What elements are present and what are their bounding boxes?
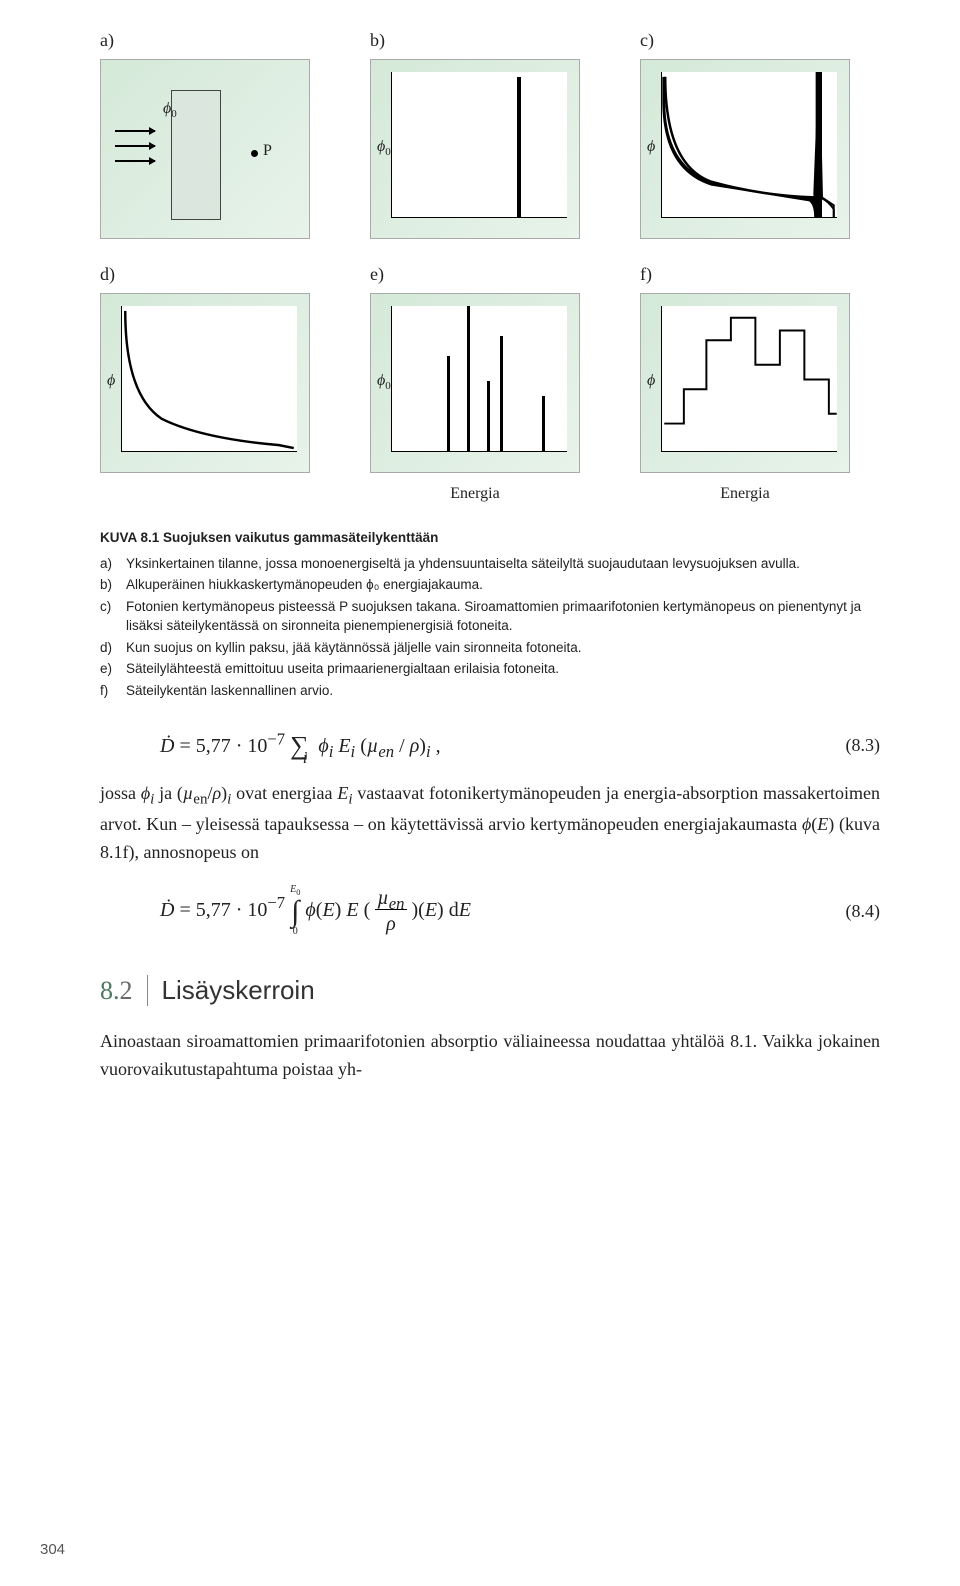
phi-symbol: ϕ: [647, 138, 655, 155]
phi-sub: 0: [385, 146, 391, 158]
spike: [447, 356, 450, 451]
panel-a-label: a): [100, 30, 340, 51]
page-number: 304: [40, 1541, 65, 1558]
caption-text: Säteilykentän laskennallinen arvio.: [126, 681, 333, 701]
panel-d-axes: [121, 306, 297, 452]
eq-84-number: (8.4): [846, 901, 881, 922]
caption-marker: b): [100, 575, 126, 595]
equation-8-3: Ḋ = 5,77 · 10−7 ∑i ϕi Ei (µen / ρ)i , (8…: [160, 729, 880, 762]
body-paragraph-1: jossa ϕi ja (µen/ρ)i ovat energiaa Ei va…: [100, 780, 880, 868]
axis-labels: Energia Energia: [100, 485, 880, 503]
panel-b-label: b): [370, 30, 610, 51]
panel-c-wrap: c) ϕ: [640, 30, 880, 239]
panel-c-axes: [661, 72, 837, 218]
section-num-main: 8.: [100, 976, 120, 1005]
eq-83-body: Ḋ = 5,77 · 10−7 ∑i ϕi Ei (µen / ρ)i ,: [160, 729, 441, 762]
p1-b: ovat energiaa: [231, 783, 337, 803]
caption-item: f)Säteilykentän laskennallinen arvio.: [100, 681, 880, 701]
phi-label: ϕ: [647, 138, 655, 156]
caption-marker: e): [100, 659, 126, 679]
equation-8-4: Ḋ = 5,77 · 10−7 E0 ∫ 0 ϕ(E) E ( µen ρ )(…: [160, 885, 880, 937]
axis-label-f: Energia: [640, 485, 850, 503]
shield-slab: [171, 90, 221, 220]
section-title: Lisäyskerroin: [147, 975, 315, 1006]
point-p-label: P: [263, 142, 272, 160]
phi-symbol: ϕ: [647, 372, 655, 389]
arrow-icon: [115, 130, 155, 132]
spike: [542, 396, 545, 451]
eq-83-number: (8.3): [846, 735, 881, 756]
point-p-dot: [251, 150, 258, 157]
caption-list: a)Yksinkertainen tilanne, jossa monoener…: [100, 554, 880, 701]
caption-marker: c): [100, 597, 126, 636]
panel-a: P ϕ0: [100, 59, 310, 239]
spike: [517, 77, 521, 217]
caption-item: a)Yksinkertainen tilanne, jossa monoener…: [100, 554, 880, 574]
panel-f-wrap: f) ϕ: [640, 264, 880, 473]
spike: [467, 306, 470, 451]
section-8-2-heading: 8.2 Lisäyskerroin: [100, 975, 880, 1006]
p1-a: jossa: [100, 783, 141, 803]
phi-label: ϕ0: [377, 138, 391, 158]
panel-c-label: c): [640, 30, 880, 51]
arrow-icon: [115, 160, 155, 162]
caption-item: d)Kun suojus on kyllin paksu, jää käytän…: [100, 638, 880, 658]
spike: [500, 336, 503, 451]
phi-label: ϕ: [647, 372, 655, 390]
caption-text: Fotonien kertymänopeus pisteessä P suoju…: [126, 597, 880, 636]
caption-item: b)Alkuperäinen hiukkaskertymänopeuden ϕ₀…: [100, 575, 880, 595]
phi-label: ϕ: [107, 372, 115, 390]
arrow-icon: [115, 145, 155, 147]
caption-text: Yksinkertainen tilanne, jossa monoenergi…: [126, 554, 800, 574]
caption-text: Kun suojus on kyllin paksu, jää käytännö…: [126, 638, 582, 658]
spike: [487, 381, 490, 451]
panel-f: ϕ: [640, 293, 850, 473]
section-num-sub: 2: [120, 976, 133, 1005]
section-number: 8.2: [100, 976, 133, 1006]
panel-e-label: e): [370, 264, 610, 285]
phi-label: ϕ0: [377, 372, 391, 392]
caption-text: Alkuperäinen hiukkaskertymänopeuden ϕ₀ e…: [126, 575, 483, 595]
panel-a-wrap: a) P ϕ0: [100, 30, 340, 239]
panel-f-axes: [661, 306, 837, 452]
panel-e-axes: [391, 306, 567, 452]
panel-e: ϕ0: [370, 293, 580, 473]
panel-b: ϕ0: [370, 59, 580, 239]
panel-f-label: f): [640, 264, 880, 285]
section-8-2-body: Ainoastaan siroamattomien primaarifotoni…: [100, 1028, 880, 1084]
panel-b-axes: [391, 72, 567, 218]
figure-title: KUVA 8.1 Suojuksen vaikutus gammasäteily…: [100, 530, 438, 545]
curve-c: [662, 72, 837, 217]
phi-sub: 0: [171, 108, 177, 120]
step-f: [662, 306, 837, 451]
caption-item: e)Säteilylähteestä emittoituu useita pri…: [100, 659, 880, 679]
phi-sub: 0: [385, 380, 391, 392]
phi-symbol: ϕ: [107, 372, 115, 389]
caption-text: Säteilylähteestä emittoituu useita prima…: [126, 659, 559, 679]
caption-item: c)Fotonien kertymänopeus pisteessä P suo…: [100, 597, 880, 636]
panel-c: ϕ: [640, 59, 850, 239]
eq-84-body: Ḋ = 5,77 · 10−7 E0 ∫ 0 ϕ(E) E ( µen ρ )(…: [160, 885, 471, 937]
figure-caption: KUVA 8.1 Suojuksen vaikutus gammasäteily…: [100, 528, 880, 701]
panel-e-wrap: e) ϕ0: [370, 264, 610, 473]
caption-marker: f): [100, 681, 126, 701]
phi-label: ϕ0: [163, 100, 177, 120]
panel-d: ϕ: [100, 293, 310, 473]
curve-d: [122, 306, 297, 451]
figure-8-1: a) P ϕ0 b) ϕ0 c): [100, 30, 880, 473]
panel-d-wrap: d) ϕ: [100, 264, 340, 473]
panel-b-wrap: b) ϕ0: [370, 30, 610, 239]
caption-marker: a): [100, 554, 126, 574]
panel-d-label: d): [100, 264, 340, 285]
caption-marker: d): [100, 638, 126, 658]
axis-label-e: Energia: [370, 485, 580, 503]
